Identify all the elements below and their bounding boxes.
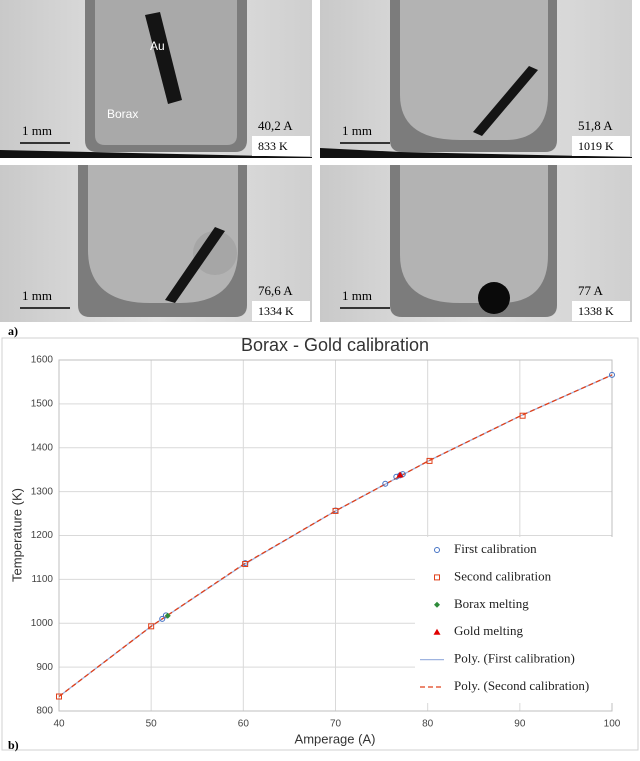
- y-tick-label: 900: [36, 662, 53, 673]
- legend-label: Borax melting: [454, 596, 529, 611]
- legend-label: Poly. (First calibration): [454, 651, 575, 666]
- y-tick-label: 1400: [31, 442, 54, 453]
- point: [382, 480, 389, 487]
- scale-label: 1 mm: [22, 288, 52, 303]
- point: [148, 623, 155, 630]
- current-label: 40,2 A: [258, 118, 293, 133]
- legend-swatch: [433, 628, 441, 635]
- x-tick-label: 40: [53, 719, 65, 730]
- sample-label: Borax: [107, 107, 138, 121]
- legend-box: [415, 537, 615, 703]
- y-axis-label: Temperature (K): [9, 488, 24, 582]
- legend-label: First calibration: [454, 541, 537, 556]
- photo: 1 mm 76,6 A 1334 K: [0, 165, 312, 322]
- x-tick-label: 100: [604, 719, 621, 730]
- legend-label: Poly. (Second calibration): [454, 678, 589, 693]
- y-tick-label: 1600: [31, 355, 54, 366]
- point: [164, 612, 171, 619]
- current-label: 77 A: [578, 283, 604, 298]
- y-tick-label: 1000: [31, 618, 54, 629]
- legend-swatch: [434, 574, 440, 581]
- plot-border: [58, 359, 613, 712]
- x-tick-label: 60: [238, 719, 250, 730]
- current-label: 76,6 A: [258, 283, 293, 298]
- scale-label: 1 mm: [342, 123, 372, 138]
- temperature-label: 1019 K: [578, 139, 614, 153]
- legend-swatch: [434, 547, 440, 553]
- scale-label: 1 mm: [342, 288, 372, 303]
- point: [396, 471, 404, 478]
- temperature-label: 1334 K: [258, 304, 294, 318]
- point: [56, 693, 62, 700]
- x-tick-label: 90: [514, 719, 526, 730]
- point: [242, 561, 249, 568]
- temperature-label: 833 K: [258, 139, 288, 153]
- x-tick-label: 70: [330, 719, 342, 730]
- point: [609, 371, 615, 378]
- point: [426, 457, 433, 464]
- current-label: 51,8 A: [578, 118, 613, 133]
- temperature-box: [572, 301, 630, 321]
- photo: 1 mm 40,2 A 833 K Au Borax: [0, 0, 312, 158]
- chart-title: Borax - Gold calibration: [241, 335, 429, 355]
- y-tick-label: 1500: [31, 399, 54, 410]
- photo: 1 mm 77 A 1338 K: [320, 165, 632, 322]
- x-axis-label: Amperage (A): [295, 731, 376, 746]
- legend-label: Second calibration: [454, 568, 552, 583]
- legend-swatch: [434, 601, 440, 608]
- x-tick-label: 50: [146, 719, 158, 730]
- temperature-box: [252, 301, 310, 321]
- x-tick-label: 80: [422, 719, 434, 730]
- temperature-box: [252, 136, 310, 156]
- y-tick-label: 1300: [31, 486, 54, 497]
- temperature-box: [572, 136, 630, 156]
- y-tick-label: 1200: [31, 530, 54, 541]
- panel-label: a): [8, 324, 18, 338]
- y-tick-label: 1100: [31, 574, 53, 585]
- scale-label: 1 mm: [22, 123, 52, 138]
- point: [332, 507, 339, 514]
- legend-label: Gold melting: [454, 623, 523, 638]
- photo: 1 mm 51,8 A 1019 K: [320, 0, 632, 158]
- temperature-label: 1338 K: [578, 304, 614, 318]
- y-tick-label: 800: [36, 706, 53, 717]
- panel-label: b): [8, 738, 19, 752]
- point: [519, 412, 526, 419]
- sample-label: Au: [150, 39, 165, 53]
- point: [159, 615, 166, 622]
